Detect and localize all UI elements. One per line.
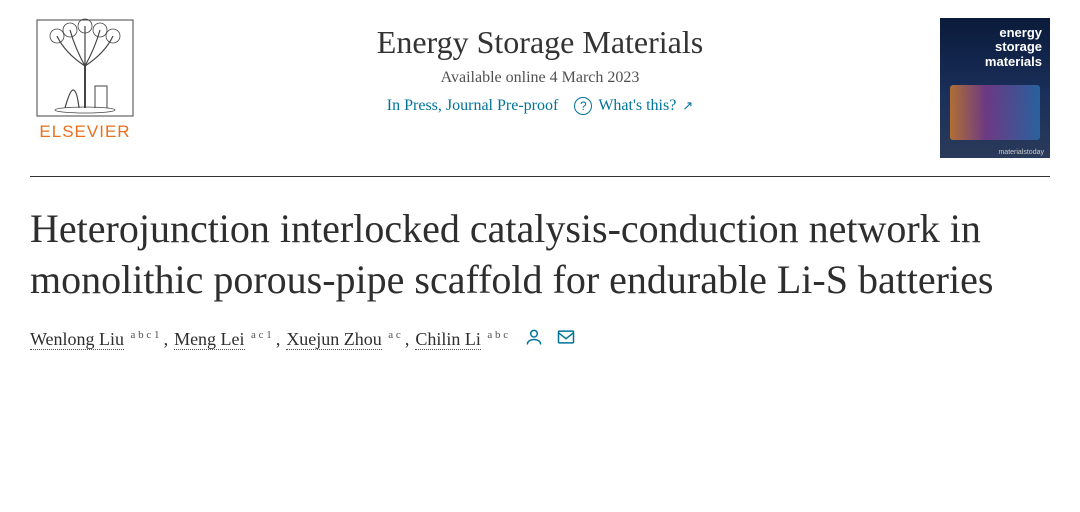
author-link[interactable]: Chilin Li [415, 329, 481, 350]
author-link[interactable]: Xuejun Zhou [286, 329, 381, 350]
author-link[interactable]: Wenlong Liu [30, 329, 124, 350]
publisher-logo[interactable]: ELSEVIER [30, 18, 140, 142]
elsevier-tree-icon [35, 18, 135, 118]
press-status: In Press, Journal Pre-proof [387, 97, 559, 115]
availability-date: Available online 4 March 2023 [160, 69, 920, 87]
help-icon: ? [574, 97, 592, 115]
article-title: Heterojunction interlocked catalysis-con… [30, 203, 1050, 305]
whats-this-label: What's this? [598, 97, 676, 115]
external-link-icon: ↗ [682, 98, 693, 114]
author-link[interactable]: Meng Lei [174, 329, 244, 350]
author-affiliation: a b c 1 [131, 329, 160, 341]
cover-title: energy storage materials [985, 26, 1042, 69]
journal-title[interactable]: Energy Storage Materials [160, 24, 920, 61]
journal-info: Energy Storage Materials Available onlin… [160, 18, 920, 115]
author-affiliation: a c 1 [251, 329, 272, 341]
cover-art [950, 85, 1040, 140]
cover-footer: materialstoday [998, 149, 1044, 156]
whats-this-link[interactable]: ? What's this? ↗ [574, 97, 693, 115]
journal-cover[interactable]: energy storage materials materialstoday [940, 18, 1050, 158]
author-affiliation: a b c [487, 329, 508, 341]
article-header: ELSEVIER Energy Storage Materials Availa… [30, 18, 1050, 177]
publisher-name: ELSEVIER [39, 122, 130, 142]
status-row: In Press, Journal Pre-proof ? What's thi… [160, 97, 920, 115]
mail-icon[interactable] [556, 327, 576, 352]
author-affiliation: a c [388, 329, 401, 341]
person-icon[interactable] [524, 327, 544, 352]
author-list: Wenlong Liu a b c 1, Meng Lei a c 1, Xue… [30, 327, 1050, 352]
